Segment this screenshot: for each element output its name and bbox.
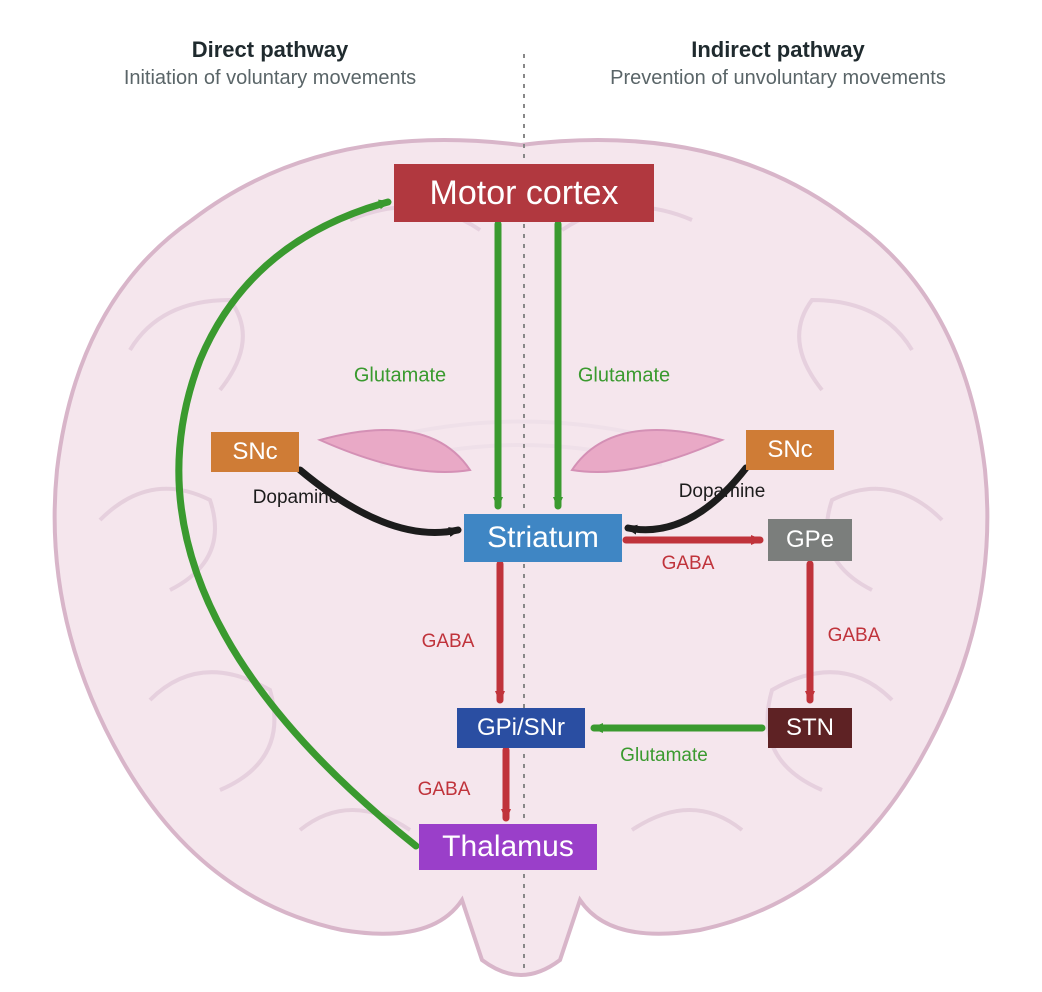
node-snc-left: SNc [211, 432, 299, 472]
node-gpi-snr: GPi/SNr [457, 708, 585, 748]
header-left-sub: Initiation of voluntary movements [60, 65, 480, 91]
edge-label-sncL-to-str: Dopamine [253, 487, 340, 509]
edge-label-mc-to-str-left: Glutamate [354, 365, 446, 388]
edge-label-mc-to-str-right: Glutamate [578, 365, 670, 388]
edge-label-stn-to-gpi: Glutamate [620, 745, 708, 767]
node-motor-cortex: Motor cortex [394, 164, 654, 222]
edge-label-sncR-to-str: Dopamine [679, 481, 766, 503]
node-gpe: GPe [768, 519, 852, 561]
node-snc-right: SNc [746, 430, 834, 470]
header-right-sub: Prevention of unvoluntary movements [548, 65, 1008, 91]
header-left: Direct pathway Initiation of voluntary m… [60, 36, 480, 91]
node-stn: STN [768, 708, 852, 748]
header-right-title: Indirect pathway [548, 36, 1008, 65]
edge-label-gpe-to-stn: GABA [828, 625, 881, 647]
header-right: Indirect pathway Prevention of unvolunta… [548, 36, 1008, 91]
edge-label-str-to-gpi: GABA [422, 631, 475, 653]
diagram-canvas: Direct pathway Initiation of voluntary m… [0, 0, 1042, 992]
edge-label-gpi-to-thal: GABA [418, 779, 471, 801]
node-thalamus: Thalamus [419, 824, 597, 870]
node-striatum: Striatum [464, 514, 622, 562]
header-left-title: Direct pathway [60, 36, 480, 65]
edge-label-str-to-gpe: GABA [662, 553, 715, 575]
